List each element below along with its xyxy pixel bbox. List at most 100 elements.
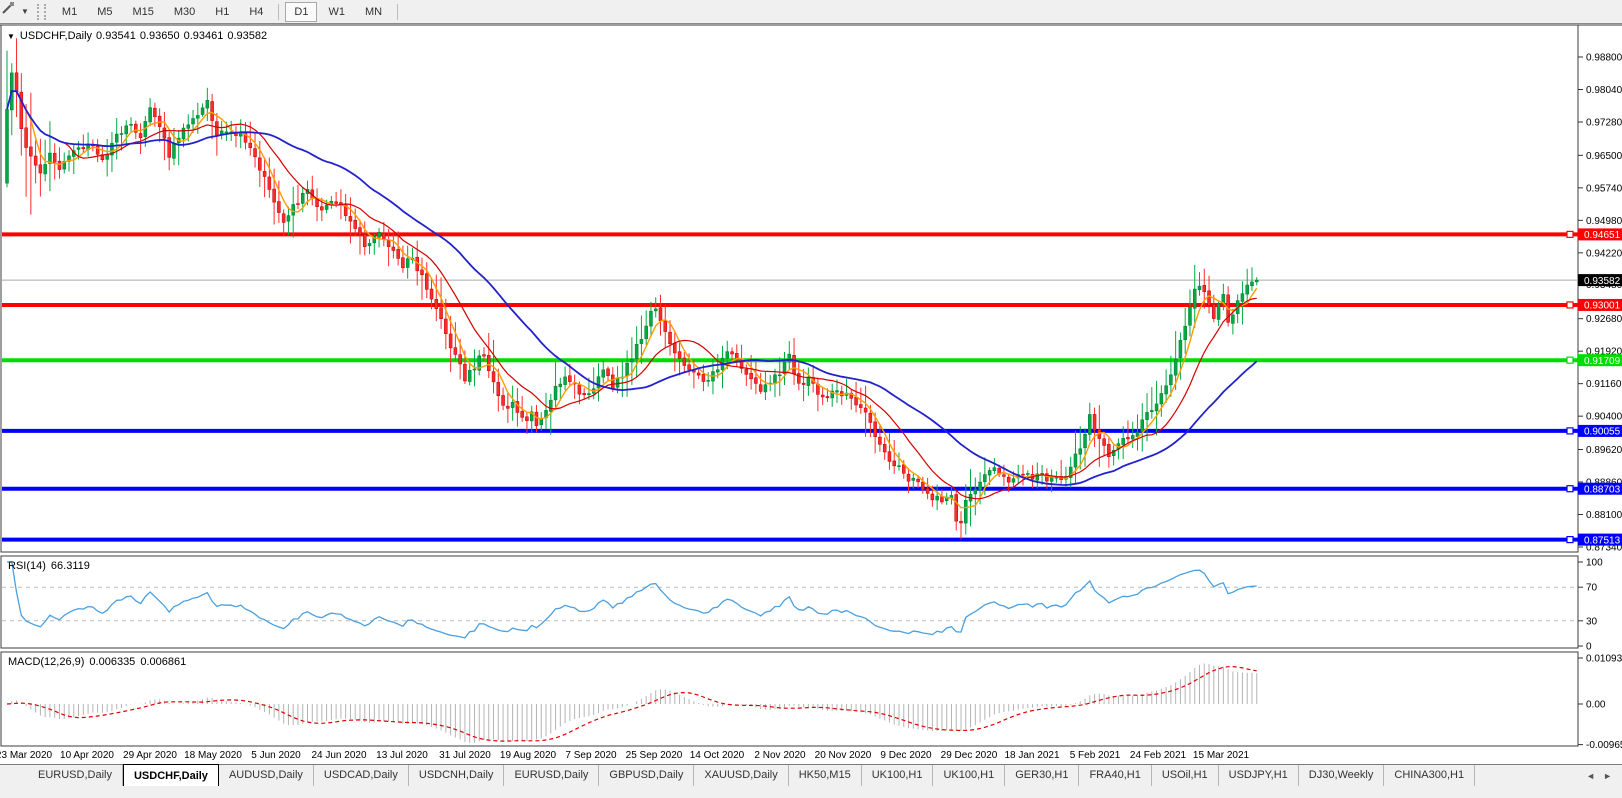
date-label: 9 Dec 2020 xyxy=(880,750,932,761)
support-resistance-line-0.87513[interactable] xyxy=(2,535,1578,544)
price-badge-0.87513: 0.87513 xyxy=(1578,533,1622,546)
tab-GBPUSDDaily[interactable]: GBPUSD,Daily xyxy=(599,765,695,786)
drawing-tool-dropdown-icon[interactable]: ▼ xyxy=(21,7,29,16)
timeframe-button-D1[interactable]: D1 xyxy=(285,1,318,22)
tab-scroll-right-icon[interactable]: ► xyxy=(1603,770,1612,781)
svg-text:0.90055: 0.90055 xyxy=(1584,427,1621,438)
rsi-axis-label: 70 xyxy=(1586,583,1598,594)
tab-EURUSDDaily[interactable]: EURUSD,Daily xyxy=(28,765,123,786)
timeframe-button-M1[interactable]: M1 xyxy=(61,5,78,18)
toolbar-grip[interactable] xyxy=(36,3,46,20)
macd-histogram xyxy=(11,663,1258,743)
tab-AUDUSDDaily[interactable]: AUDUSD,Daily xyxy=(219,765,314,786)
svg-text:0.93001: 0.93001 xyxy=(1584,301,1621,312)
date-label: 19 Aug 2020 xyxy=(500,750,557,761)
tab-UK100H1[interactable]: UK100,H1 xyxy=(933,765,1006,786)
line-handle xyxy=(1566,535,1574,544)
svg-text:0.87340: 0.87340 xyxy=(1586,542,1622,553)
tab-HK50M15[interactable]: HK50,M15 xyxy=(789,765,862,786)
tab-USDCADDaily[interactable]: USDCAD,Daily xyxy=(314,765,409,786)
tab-scroll-arrows: ◄ ► xyxy=(1582,765,1622,786)
macd-indicator-label: MACD(12,26,9) 0.006335 0.006861 xyxy=(8,656,191,668)
rsi-axis-label: 30 xyxy=(1586,616,1598,627)
tabbar-spacer xyxy=(0,765,28,786)
date-label: 20 Nov 2020 xyxy=(815,750,872,761)
date-axis[interactable]: 23 Mar 2020 10 Apr 2020 29 Apr 2020 18 May … xyxy=(0,750,1250,761)
tab-CHINA300H1[interactable]: CHINA300,H1 xyxy=(1384,765,1476,786)
date-label: 13 Jul 2020 xyxy=(376,750,428,761)
svg-text:0.90400: 0.90400 xyxy=(1586,412,1622,423)
price-badge-0.93001: 0.93001 xyxy=(1578,298,1622,312)
timeframe-button-M15[interactable]: M15 xyxy=(132,5,154,18)
timeframe-button-H4[interactable]: H4 xyxy=(249,5,264,18)
tab-USDCHFDaily[interactable]: USDCHF,Daily xyxy=(122,764,219,786)
panel-frames xyxy=(0,24,1622,747)
tab-EURUSDDaily[interactable]: EURUSD,Daily xyxy=(504,765,600,786)
candles[interactable] xyxy=(5,38,1259,540)
ohlc-high: 0.93650 xyxy=(139,30,180,42)
tab-scroll-left-icon[interactable]: ◄ xyxy=(1586,770,1596,781)
svg-text:0.87513: 0.87513 xyxy=(1584,535,1621,546)
rsi-value: 66.3119 xyxy=(50,560,90,572)
svg-text:0.89620: 0.89620 xyxy=(1586,445,1622,456)
tab-USOilH1[interactable]: USOil,H1 xyxy=(1152,765,1219,786)
svg-text:0.94651: 0.94651 xyxy=(1584,230,1621,241)
chart-context-menu-icon[interactable]: ▼ xyxy=(7,32,15,41)
macd-axis-label: 0.010933 xyxy=(1586,654,1622,665)
tab-UK100H1[interactable]: UK100,H1 xyxy=(862,765,934,786)
date-label: 5 Feb 2021 xyxy=(1070,750,1121,761)
drawing-tool-icon[interactable] xyxy=(2,2,20,20)
macd-axis-label: -0.009653 xyxy=(1586,740,1622,751)
date-label: 31 Jul 2020 xyxy=(439,750,491,761)
tab-GER30H1[interactable]: GER30,H1 xyxy=(1005,765,1080,786)
tab-FRA40H1[interactable]: FRA40,H1 xyxy=(1079,765,1152,786)
line-handle xyxy=(1566,230,1574,238)
date-label: 14 Oct 2020 xyxy=(690,750,745,761)
timeframe-toolbar: ▼ M1 M5 M15 M30 H1 H4 D1 W1 MN xyxy=(0,0,1622,24)
macd-signal-value: 0.006861 xyxy=(140,656,187,668)
svg-text:0.91160: 0.91160 xyxy=(1586,379,1622,390)
date-label: 15 Mar 2021 xyxy=(1193,750,1250,761)
date-label: 10 Apr 2020 xyxy=(60,750,114,761)
svg-text:0.95740: 0.95740 xyxy=(1586,183,1622,194)
svg-text:0.97280: 0.97280 xyxy=(1586,117,1622,128)
timeframe-button-M30[interactable]: M30 xyxy=(173,5,196,18)
support-resistance-line-0.94651[interactable] xyxy=(2,230,1578,238)
bottom-filler xyxy=(0,786,1622,798)
chart-canvas[interactable]: 0.98800 0.98040 0.97280 0.96500 0.95740 0.949… xyxy=(0,0,1622,764)
symbol-period-label: USDCHF,Daily xyxy=(19,30,93,42)
support-resistance-line-0.88703[interactable] xyxy=(2,485,1578,493)
ma-fast-line xyxy=(6,90,1258,509)
tab-USDCNHDaily[interactable]: USDCNH,Daily xyxy=(409,765,505,786)
macd-signal-line xyxy=(6,665,1257,742)
timeframe-button-W1[interactable]: W1 xyxy=(328,5,345,18)
timeframe-button-M5[interactable]: M5 xyxy=(97,5,113,18)
chart-tabs-bar: EURUSD,Daily USDCHF,Daily AUDUSD,Daily USDC… xyxy=(0,764,1622,786)
ohlc-low: 0.93461 xyxy=(183,30,224,42)
timeframe-button-H1[interactable]: H1 xyxy=(215,5,230,18)
price-badge-0.91709: 0.91709 xyxy=(1578,354,1622,367)
ohlc-open: 0.93541 xyxy=(96,30,136,42)
line-handle xyxy=(1566,427,1574,435)
svg-text:0.94980: 0.94980 xyxy=(1586,216,1622,227)
tab-USDJPYH1[interactable]: USDJPY,H1 xyxy=(1219,765,1299,786)
timeframe-button-MN[interactable]: MN xyxy=(364,5,383,18)
svg-text:0.92680: 0.92680 xyxy=(1586,314,1622,325)
rsi-line xyxy=(7,561,1257,639)
price-badge-0.90055: 0.90055 xyxy=(1578,424,1622,438)
macd-axis-label: 0.00 xyxy=(1586,700,1606,711)
price-badge-0.94651: 0.94651 xyxy=(1578,228,1622,241)
ma-mid-line xyxy=(6,90,1257,500)
tab-DJ30Weekly[interactable]: DJ30,Weekly xyxy=(1299,765,1385,786)
support-resistance-line-0.90055[interactable] xyxy=(2,427,1578,435)
svg-text:0.88100: 0.88100 xyxy=(1586,510,1622,521)
support-resistance-line-0.93001[interactable] xyxy=(2,301,1578,309)
tab-XAUUSDDaily[interactable]: XAUUSD,Daily xyxy=(694,765,789,786)
toolbar-divider xyxy=(397,3,399,20)
date-label: 25 Sep 2020 xyxy=(626,750,683,761)
line-handle xyxy=(1566,301,1574,309)
macd-main-value: 0.006335 xyxy=(89,656,136,668)
rsi-axis-label: 0 xyxy=(1586,642,1592,653)
rsi-indicator-label: RSI(14) 66.3119 xyxy=(8,560,95,572)
